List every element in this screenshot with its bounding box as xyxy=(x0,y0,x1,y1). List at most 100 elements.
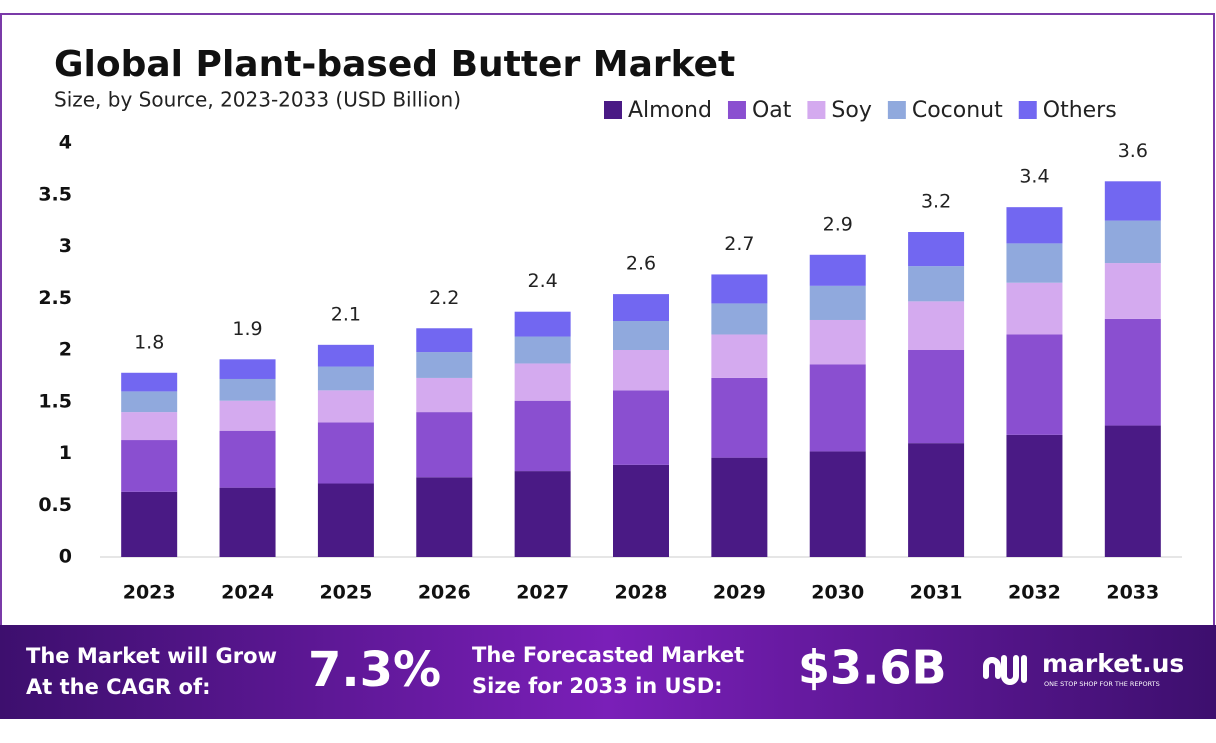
bar-segment xyxy=(514,471,571,557)
footer-band xyxy=(0,625,1216,719)
tagline: ONE STOP SHOP FOR THE REPORTS xyxy=(1044,680,1160,688)
x-tick-label: 2033 xyxy=(1106,582,1159,604)
bar-segment xyxy=(219,430,276,488)
bar-segment xyxy=(121,372,178,392)
bar-segment xyxy=(1006,434,1063,557)
bar-segment xyxy=(908,443,965,557)
bar-segment xyxy=(908,350,965,444)
total-label: 2.2 xyxy=(429,287,459,309)
bar-segment xyxy=(416,412,473,478)
legend-label: Almond xyxy=(628,98,712,123)
chart-title: Global Plant-based Butter Market xyxy=(54,44,735,85)
bar-segment xyxy=(1006,243,1063,283)
legend-swatch xyxy=(807,101,826,119)
bar-segment xyxy=(219,378,276,401)
bar-segment xyxy=(809,451,866,557)
bar-segment xyxy=(711,274,768,304)
total-label: 2.7 xyxy=(724,233,754,255)
bar-segment xyxy=(711,377,768,458)
bar-segment xyxy=(1104,181,1161,221)
legend-swatch xyxy=(604,101,622,119)
bar-segment xyxy=(809,319,866,365)
bar-segment xyxy=(809,364,866,452)
legend-swatch xyxy=(727,101,746,119)
bar-segment xyxy=(416,377,473,413)
y-tick-label: 0.5 xyxy=(38,494,72,516)
footer-text: The Forecasted Market xyxy=(472,643,744,667)
x-tick-label: 2026 xyxy=(418,582,471,604)
brand: market.us xyxy=(1042,649,1184,678)
bar-segment xyxy=(613,390,669,465)
total-label: 1.9 xyxy=(232,318,262,340)
x-tick-label: 2023 xyxy=(123,582,176,604)
bar-segment xyxy=(317,366,374,391)
x-tick-label: 2027 xyxy=(516,582,569,604)
total-label: 2.6 xyxy=(626,253,656,275)
total-label: 1.8 xyxy=(134,331,164,353)
legend: Almond Oat Soy Coconut Others xyxy=(604,98,1117,123)
bar-segment xyxy=(809,285,866,320)
bar-segment xyxy=(613,350,669,391)
bar-segment xyxy=(514,311,571,337)
x-tick-label: 2024 xyxy=(221,582,274,604)
bar-segment xyxy=(121,491,178,557)
y-tick-label: 2.5 xyxy=(38,287,72,309)
legend-label: Others xyxy=(1043,98,1117,123)
bar-segment xyxy=(514,336,571,364)
bar-segment xyxy=(317,483,374,557)
bar-segment xyxy=(1104,318,1161,426)
total-label: 2.4 xyxy=(528,270,558,292)
bar-segment xyxy=(711,334,768,378)
y-tick-label: 1 xyxy=(59,442,72,464)
brand-logo xyxy=(983,655,1027,685)
bar-segment xyxy=(908,266,965,302)
bar-segment xyxy=(317,422,374,484)
legend-swatch xyxy=(1018,101,1037,119)
x-tick-label: 2031 xyxy=(910,582,963,604)
chart-subtitle: Size, by Source, 2023-2033 (USD Billion) xyxy=(54,88,461,112)
bar-segment xyxy=(908,232,965,267)
y-tick-label: 3 xyxy=(59,235,72,257)
bar-segment xyxy=(613,464,669,557)
bar-segment xyxy=(121,391,178,413)
y-tick-label: 3.5 xyxy=(38,183,72,205)
bar-segment xyxy=(219,487,276,557)
bar-segment xyxy=(416,352,473,378)
y-tick-label: 0 xyxy=(59,546,72,568)
footer-text: Size for 2033 in USD: xyxy=(472,674,723,698)
bar-segment xyxy=(711,303,768,335)
legend-label: Coconut xyxy=(912,98,1003,123)
x-tick-label: 2029 xyxy=(713,582,766,604)
total-label: 3.2 xyxy=(921,191,951,213)
bar-segment xyxy=(1006,334,1063,435)
y-tick-label: 1.5 xyxy=(38,390,72,412)
bar-segment xyxy=(219,400,276,431)
total-label: 2.9 xyxy=(823,213,853,235)
bar-segment xyxy=(809,254,866,286)
legend-label: Soy xyxy=(831,98,871,123)
bar-segment xyxy=(219,359,276,379)
bar-segment xyxy=(416,328,473,353)
legend-label: Oat xyxy=(752,98,792,123)
bar-segment xyxy=(317,344,374,367)
bar-segment xyxy=(1104,263,1161,319)
bar-segment xyxy=(1006,282,1063,335)
bar-segment xyxy=(1104,425,1161,557)
y-tick-label: 4 xyxy=(59,132,72,154)
bar-segment xyxy=(1104,220,1161,264)
bar-segment xyxy=(613,294,669,322)
bar-segment xyxy=(613,321,669,350)
bar-segment xyxy=(121,440,178,492)
total-label: 3.6 xyxy=(1118,140,1148,162)
total-label: 2.1 xyxy=(331,303,361,325)
x-tick-label: 2025 xyxy=(319,582,372,604)
x-tick-label: 2032 xyxy=(1008,582,1061,604)
bar-segment xyxy=(711,457,768,557)
bar-segment xyxy=(317,390,374,423)
x-tick-label: 2030 xyxy=(811,582,864,604)
bar-segment xyxy=(908,301,965,350)
bar-segment xyxy=(1006,207,1063,244)
bar-segment xyxy=(514,400,571,472)
